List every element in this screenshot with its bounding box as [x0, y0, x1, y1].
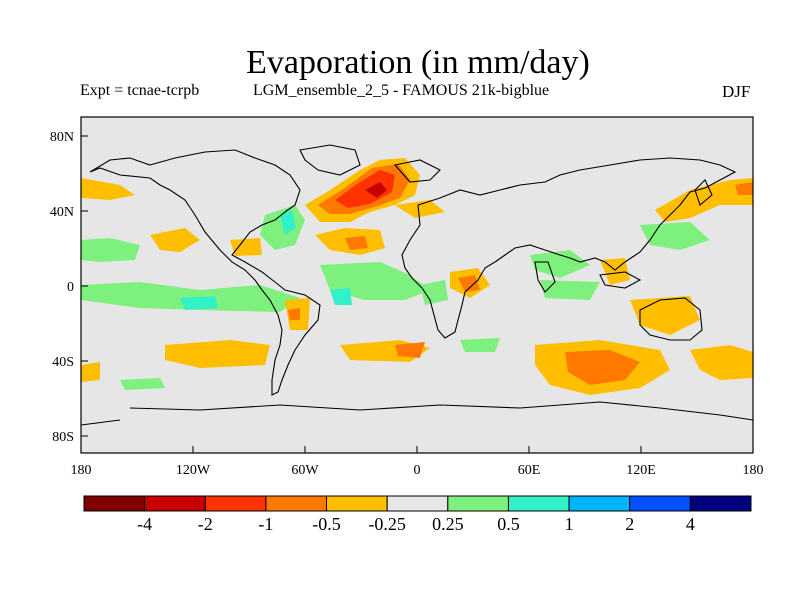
- colorbar-label: 1: [565, 514, 574, 534]
- anomaly-patch: [395, 200, 445, 218]
- coastline: [393, 159, 441, 183]
- colorbar-swatch: [83, 495, 146, 512]
- colorbar-swatch: [507, 495, 570, 512]
- colorbar-swatch: [447, 495, 509, 512]
- coastline: [80, 401, 754, 426]
- lon-tick-label: 180: [743, 463, 764, 478]
- anomaly-patch: [288, 308, 300, 320]
- anomaly-patch: [120, 378, 165, 390]
- anomaly-patch: [81, 178, 135, 200]
- anomaly-patch: [420, 280, 448, 305]
- lon-tick-label: 0: [414, 463, 421, 478]
- anomaly-patch: [330, 288, 352, 305]
- anomaly-patch: [165, 340, 270, 368]
- colorbar-label: 0.25: [432, 514, 464, 534]
- colorbar-swatch: [204, 495, 267, 512]
- run-name-label: LGM_ensemble_2_5 - FAMOUS 21k-bigblue: [253, 82, 550, 99]
- anomaly-patch: [565, 350, 640, 385]
- longitude-axis: 180 120W 60W 0 60E 120E 180: [71, 446, 764, 478]
- anomaly-patch: [600, 258, 630, 285]
- experiment-label: Expt = tcnae-tcrpb: [80, 82, 200, 99]
- colorbar-label: 0.5: [497, 514, 520, 534]
- colorbar-label: -1: [258, 514, 273, 534]
- lat-tick-label: 40N: [50, 205, 74, 220]
- chart-title: Evaporation (in mm/day): [246, 44, 590, 81]
- anomaly-patch: [365, 182, 387, 198]
- anomaly-patch: [81, 238, 140, 262]
- colorbar-label: -2: [198, 514, 213, 534]
- coastline: [639, 297, 703, 341]
- anomaly-patch: [81, 362, 100, 382]
- anomaly-patch: [150, 228, 200, 252]
- lat-tick-label: 80N: [50, 130, 74, 145]
- anomaly-patch: [335, 170, 395, 208]
- lon-tick-label: 120W: [176, 463, 211, 478]
- anomaly-patch: [280, 210, 296, 235]
- colorbar-swatch: [629, 495, 691, 512]
- colorbar-swatch: [265, 495, 328, 512]
- colorbar-label: 2: [625, 514, 634, 534]
- coastline: [89, 149, 321, 396]
- colorbar-label: 4: [686, 514, 695, 534]
- colorbar-label: -0.25: [368, 514, 406, 534]
- colorbar-label: -4: [137, 514, 152, 534]
- anomaly-patch: [458, 275, 480, 292]
- coastline: [401, 157, 737, 339]
- lat-tick-label: 80S: [52, 430, 74, 445]
- anomaly-patch: [180, 296, 218, 310]
- lon-tick-label: 60W: [291, 463, 319, 478]
- anomaly-field: [81, 158, 753, 395]
- lat-tick-label: 40S: [52, 355, 74, 370]
- coastline: [299, 144, 361, 176]
- latitude-axis: 80N 40N 0 40S 80S: [50, 130, 88, 445]
- anomaly-patch: [540, 280, 600, 300]
- coastline: [534, 261, 556, 293]
- anomaly-patch: [230, 238, 262, 256]
- anomaly-patch: [655, 178, 753, 222]
- colorbar-swatch: [326, 495, 388, 512]
- lon-tick-label: 60E: [518, 463, 541, 478]
- colorbar-swatch: [689, 495, 752, 512]
- anomaly-patch: [735, 182, 753, 195]
- anomaly-patch: [690, 345, 753, 380]
- colorbar-swatch: [386, 495, 449, 512]
- coastlines: [80, 144, 754, 426]
- colorbar-swatch: [568, 495, 631, 512]
- anomaly-patch: [395, 342, 425, 358]
- season-label: DJF: [722, 82, 751, 101]
- colorbar-label: -0.5: [312, 514, 341, 534]
- lon-tick-label: 180: [71, 463, 92, 478]
- anomaly-patch: [460, 338, 500, 352]
- coastline: [599, 271, 642, 289]
- colorbar-swatch: [144, 495, 206, 512]
- anomaly-patch: [530, 250, 590, 278]
- anomaly-patch: [260, 205, 305, 250]
- anomaly-patch: [81, 282, 300, 312]
- lon-tick-label: 120E: [626, 463, 656, 478]
- lat-tick-label: 0: [67, 280, 74, 295]
- coastline: [694, 179, 713, 206]
- anomaly-patch: [345, 236, 368, 250]
